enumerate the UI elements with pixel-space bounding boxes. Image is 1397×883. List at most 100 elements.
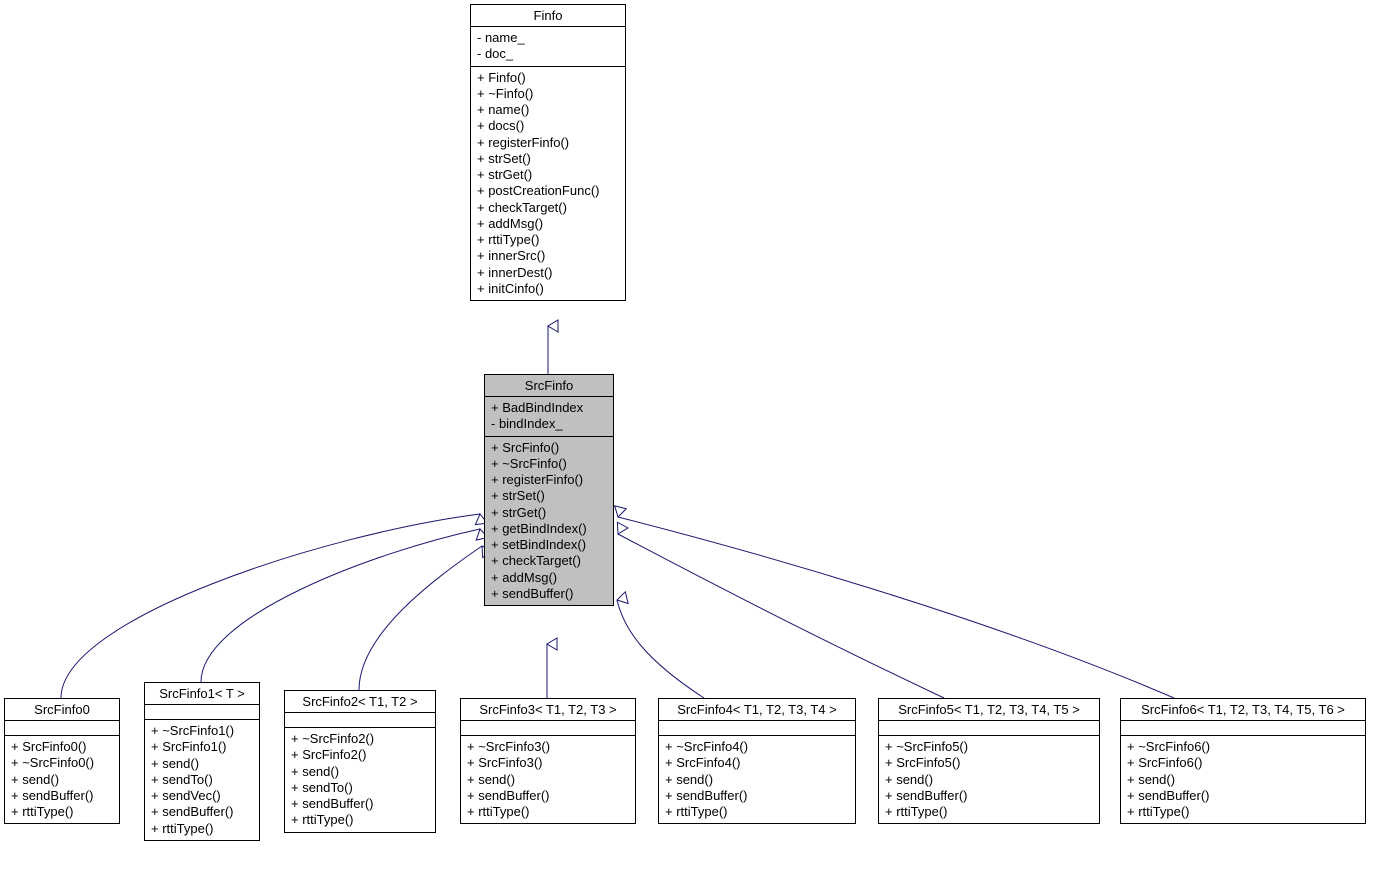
op: + SrcFinfo6() [1127,755,1359,771]
class-name[interactable]: SrcFinfo [485,375,613,397]
op: + rttiType() [151,821,253,837]
op: + SrcFinfo() [491,440,607,456]
op: + ~SrcFinfo4() [665,739,849,755]
op: + sendBuffer() [1127,788,1359,804]
op: + rttiType() [1127,804,1359,820]
op: + innerDest() [477,265,619,281]
op: + registerFinfo() [477,135,619,151]
class-attrs: - name_ - doc_ [471,27,625,67]
edge-srcfinfo4 [617,600,704,698]
op: + ~SrcFinfo0() [11,755,113,771]
op: + rttiType() [477,232,619,248]
class-ops: + ~SrcFinfo5() + SrcFinfo5() + send() + … [879,736,1099,823]
op: + ~SrcFinfo5() [885,739,1093,755]
op: + ~SrcFinfo6() [1127,739,1359,755]
op: + send() [1127,772,1359,788]
class-ops: + ~SrcFinfo2() + SrcFinfo2() + send() + … [285,728,435,832]
op: + rttiType() [291,812,429,828]
class-attrs: + BadBindIndex - bindIndex_ [485,397,613,437]
op: + ~SrcFinfo() [491,456,607,472]
class-name[interactable]: Finfo [471,5,625,27]
class-attrs [659,721,855,736]
attr: + BadBindIndex [491,400,607,416]
class-srcfinfo[interactable]: SrcFinfo + BadBindIndex - bindIndex_ + S… [484,374,614,606]
class-srcfinfo1[interactable]: SrcFinfo1< T > + ~SrcFinfo1() + SrcFinfo… [144,682,260,841]
op: + SrcFinfo4() [665,755,849,771]
class-finfo[interactable]: Finfo - name_ - doc_ + Finfo() + ~Finfo(… [470,4,626,301]
attr: - doc_ [477,46,619,62]
class-ops: + ~SrcFinfo3() + SrcFinfo3() + send() + … [461,736,635,823]
edge-srcfinfo1 [201,529,480,682]
op: + Finfo() [477,70,619,86]
op: + ~SrcFinfo3() [467,739,629,755]
class-srcfinfo5[interactable]: SrcFinfo5< T1, T2, T3, T4, T5 > + ~SrcFi… [878,698,1100,824]
class-srcfinfo6[interactable]: SrcFinfo6< T1, T2, T3, T4, T5, T6 > + ~S… [1120,698,1366,824]
op: + sendBuffer() [491,586,607,602]
op: + strSet() [477,151,619,167]
class-ops: + ~SrcFinfo4() + SrcFinfo4() + send() + … [659,736,855,823]
op: + rttiType() [885,804,1093,820]
op: + rttiType() [11,804,113,820]
op: + postCreationFunc() [477,183,619,199]
op: + innerSrc() [477,248,619,264]
class-ops: + SrcFinfo() + ~SrcFinfo() + registerFin… [485,437,613,606]
class-ops: + SrcFinfo0() + ~SrcFinfo0() + send() + … [5,736,119,823]
class-name[interactable]: SrcFinfo3< T1, T2, T3 > [461,699,635,721]
attr: - bindIndex_ [491,416,607,432]
op: + ~Finfo() [477,86,619,102]
op: + send() [11,772,113,788]
op: + rttiType() [665,804,849,820]
class-name[interactable]: SrcFinfo2< T1, T2 > [285,691,435,713]
op: + docs() [477,118,619,134]
op: + checkTarget() [491,553,607,569]
op: + ~SrcFinfo2() [291,731,429,747]
op: + getBindIndex() [491,521,607,537]
class-ops: + ~SrcFinfo1() + SrcFinfo1() + send() + … [145,720,259,840]
class-attrs [461,721,635,736]
op: + send() [291,764,429,780]
op: + send() [665,772,849,788]
class-ops: + Finfo() + ~Finfo() + name() + docs() +… [471,67,625,301]
op: + send() [885,772,1093,788]
class-attrs [145,705,259,720]
op: + initCinfo() [477,281,619,297]
class-name[interactable]: SrcFinfo4< T1, T2, T3, T4 > [659,699,855,721]
class-srcfinfo0[interactable]: SrcFinfo0 + SrcFinfo0() + ~SrcFinfo0() +… [4,698,120,824]
edge-srcfinfo5 [618,534,944,698]
op: + rttiType() [467,804,629,820]
class-name[interactable]: SrcFinfo0 [5,699,119,721]
op: + send() [151,756,253,772]
class-name[interactable]: SrcFinfo6< T1, T2, T3, T4, T5, T6 > [1121,699,1365,721]
op: + sendBuffer() [291,796,429,812]
op: + sendTo() [151,772,253,788]
op: + SrcFinfo5() [885,755,1093,771]
op: + strGet() [477,167,619,183]
op: + setBindIndex() [491,537,607,553]
op: + addMsg() [491,570,607,586]
class-name[interactable]: SrcFinfo5< T1, T2, T3, T4, T5 > [879,699,1099,721]
class-name[interactable]: SrcFinfo1< T > [145,683,259,705]
edge-srcfinfo0 [61,514,480,698]
edge-srcfinfo2 [359,546,482,690]
class-attrs [285,713,435,728]
op: + send() [467,772,629,788]
class-srcfinfo3[interactable]: SrcFinfo3< T1, T2, T3 > + ~SrcFinfo3() +… [460,698,636,824]
op: + sendBuffer() [11,788,113,804]
uml-diagram: Finfo - name_ - doc_ + Finfo() + ~Finfo(… [4,4,1393,879]
class-attrs [879,721,1099,736]
op: + addMsg() [477,216,619,232]
op: + SrcFinfo0() [11,739,113,755]
op: + SrcFinfo2() [291,747,429,763]
op: + registerFinfo() [491,472,607,488]
op: + strSet() [491,488,607,504]
op: + sendTo() [291,780,429,796]
class-attrs [5,721,119,736]
op: + checkTarget() [477,200,619,216]
op: + name() [477,102,619,118]
class-srcfinfo2[interactable]: SrcFinfo2< T1, T2 > + ~SrcFinfo2() + Src… [284,690,436,833]
op: + sendVec() [151,788,253,804]
class-srcfinfo4[interactable]: SrcFinfo4< T1, T2, T3, T4 > + ~SrcFinfo4… [658,698,856,824]
op: + SrcFinfo1() [151,739,253,755]
op: + sendBuffer() [885,788,1093,804]
op: + ~SrcFinfo1() [151,723,253,739]
